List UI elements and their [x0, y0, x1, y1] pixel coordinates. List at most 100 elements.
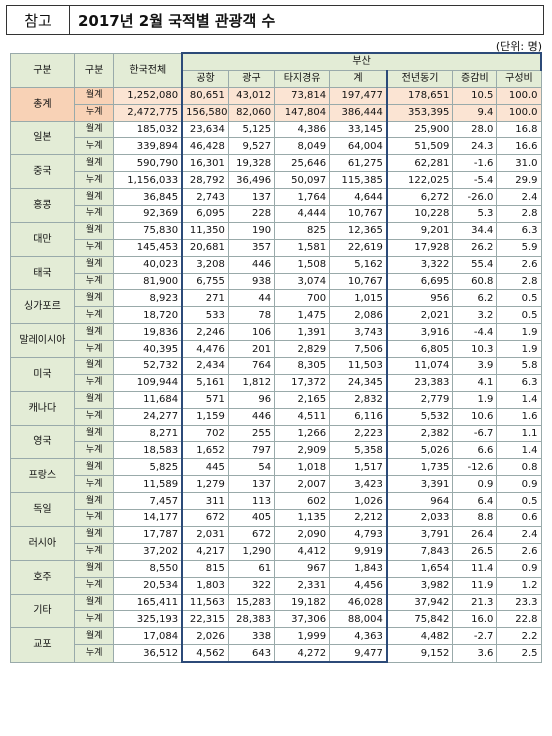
- value-cell: 17,928: [386, 238, 454, 257]
- value-cell: 2,007: [274, 475, 331, 494]
- value-cell: 1,654: [386, 559, 454, 578]
- value-cell: 5,532: [386, 407, 454, 426]
- value-cell: 533: [181, 306, 229, 325]
- value-cell: 19,328: [227, 154, 276, 173]
- period-type-cell: 누계: [73, 137, 115, 156]
- value-cell: 0.5: [496, 492, 542, 511]
- value-cell: 7,457: [113, 492, 183, 511]
- value-cell: 2.5: [496, 644, 542, 663]
- table-row: 누계 40,395 4,476 201 2,829 7,506 6,805 10.3 1.9: [11, 340, 542, 359]
- unit-label: (단위: 명): [495, 40, 542, 53]
- value-cell: 137: [227, 475, 276, 494]
- table-row: 러시아 월계 17,787 2,031 672 2,090 4,793 3,791 26.4 2.…: [10, 525, 542, 561]
- value-cell: 15,283: [227, 593, 276, 612]
- value-cell: 10.6: [452, 407, 498, 426]
- value-cell: 61,275: [329, 154, 388, 173]
- value-cell: 2,909: [274, 441, 331, 460]
- value-cell: 52,732: [113, 357, 183, 375]
- period-type-cell: 누계: [73, 441, 115, 460]
- value-cell: 4,217: [181, 542, 229, 561]
- value-cell: 1,026: [329, 492, 388, 511]
- value-cell: 9,477: [329, 644, 388, 664]
- header-gubun-type: 구분: [73, 52, 115, 88]
- value-cell: 4,386: [274, 120, 331, 139]
- value-cell: 185,032: [113, 120, 183, 139]
- value-cell: 4,272: [274, 644, 331, 664]
- value-cell: 28,792: [181, 171, 229, 190]
- header-seaport: 광구: [227, 69, 276, 88]
- value-cell: 1,266: [274, 424, 331, 443]
- period-type-cell: 누계: [73, 644, 115, 663]
- value-cell: 81,900: [113, 272, 183, 291]
- value-cell: 5.3: [452, 205, 498, 223]
- value-cell: 5,161: [181, 373, 229, 392]
- value-cell: 6,755: [181, 272, 229, 291]
- value-cell: 20,681: [181, 238, 229, 257]
- period-type-cell: 누계: [73, 373, 115, 392]
- value-cell: 197,477: [329, 86, 388, 105]
- value-cell: 2.4: [496, 188, 542, 207]
- value-cell: 2,086: [329, 306, 388, 325]
- value-cell: 6,116: [329, 407, 388, 426]
- value-cell: 1,735: [386, 458, 454, 477]
- value-cell: 6.6: [452, 441, 498, 460]
- value-cell: 5.9: [496, 238, 542, 257]
- value-cell: 9,152: [386, 644, 454, 663]
- value-cell: 672: [227, 525, 276, 544]
- value-cell: 1.1: [496, 424, 542, 443]
- value-cell: 353,395: [386, 103, 454, 122]
- table-row: 누계 11,589 1,279 137 2,007 3,423 3,391 0.9 0.9: [11, 475, 542, 494]
- value-cell: 115,385: [329, 171, 388, 190]
- value-cell: 4,482: [386, 627, 454, 646]
- value-cell: 3.9: [452, 357, 498, 375]
- value-cell: 1.9: [496, 323, 542, 342]
- value-cell: 322: [227, 576, 276, 595]
- table-row: 대만 월계 75,830 11,350 190 825 12,365 9,201 34.4 6.3: [10, 221, 542, 257]
- value-cell: 61: [227, 559, 276, 578]
- value-cell: 311: [181, 492, 229, 511]
- value-cell: 6,272: [386, 188, 454, 207]
- value-cell: 700: [274, 289, 331, 308]
- period-type-cell: 누계: [73, 103, 115, 122]
- header-national: 한국전체: [113, 52, 183, 88]
- value-cell: 18,583: [113, 441, 183, 460]
- value-cell: 1,156,033: [113, 171, 183, 190]
- value-cell: 22,315: [181, 610, 229, 629]
- period-type-cell: 누계: [73, 205, 115, 223]
- value-cell: 1,508: [274, 255, 331, 274]
- value-cell: 1,581: [274, 238, 331, 257]
- table-row: 프랑스 월계 5,825 445 54 1,018 1,517 1,735 -12.6 0.8: [10, 458, 542, 494]
- value-cell: 11.9: [452, 576, 498, 595]
- value-cell: 26.5: [452, 542, 498, 561]
- period-type-cell: 월계: [73, 424, 115, 443]
- value-cell: 24.3: [452, 137, 498, 156]
- value-cell: 14,177: [113, 509, 183, 527]
- value-cell: 37,202: [113, 542, 183, 561]
- value-cell: 2,743: [181, 188, 229, 207]
- table-row: 누계 24,277 1,159 446 4,511 6,116 5,532 10.6 1.6: [11, 407, 542, 426]
- value-cell: 446: [227, 407, 276, 426]
- header-share: 구성비: [496, 69, 542, 88]
- value-cell: 1,135: [274, 509, 331, 527]
- value-cell: 156,580: [181, 103, 229, 122]
- value-cell: 64,004: [329, 137, 388, 156]
- value-cell: 25,646: [274, 154, 331, 173]
- value-cell: 16.6: [496, 137, 542, 156]
- table-row: 누계 81,900 6,755 938 3,074 10,767 6,695 60.8 2.8: [11, 272, 542, 291]
- table-row: 누계 339,894 46,428 9,527 8,049 64,004 51,509 24.…: [11, 137, 542, 156]
- period-type-cell: 누계: [73, 340, 115, 359]
- header-other-city: 타지경유: [274, 69, 331, 88]
- country-cell: 중국: [10, 154, 75, 190]
- table-row: 누계 2,472,775 156,580 82,060 147,804 386,444 35…: [11, 103, 542, 122]
- value-cell: 967: [274, 559, 331, 578]
- table-row: 누계 14,177 672 405 1,135 2,212 2,033 8.8 0.6: [11, 509, 542, 527]
- value-cell: 43,012: [227, 86, 276, 105]
- value-cell: 1.6: [496, 407, 542, 426]
- value-cell: 44: [227, 289, 276, 308]
- table-row: 일본 월계 185,032 23,634 5,125 4,386 33,145 25,900 2…: [10, 120, 542, 156]
- value-cell: -1.6: [452, 154, 498, 173]
- period-type-cell: 누계: [73, 238, 115, 257]
- value-cell: 16.0: [452, 610, 498, 629]
- value-cell: 96: [227, 390, 276, 409]
- value-cell: 2,246: [181, 323, 229, 342]
